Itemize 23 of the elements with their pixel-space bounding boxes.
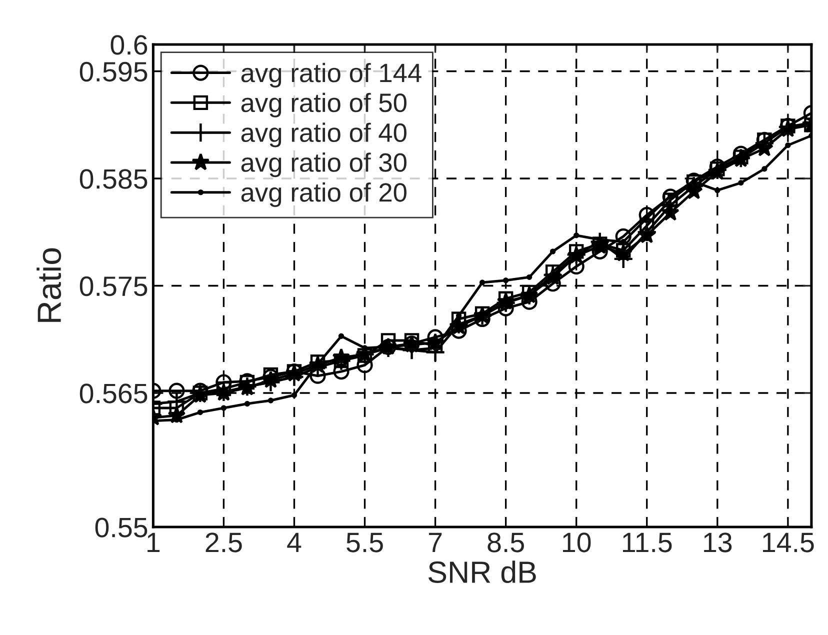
legend-label: avg ratio of 20 xyxy=(241,182,406,208)
x-tick-label: 5.5 xyxy=(346,532,383,552)
y-tick-label: 0.595 xyxy=(80,62,148,82)
x-tick-label: 8.5 xyxy=(488,532,524,552)
x-tick-label: 10 xyxy=(563,532,591,552)
y-tick-label: 0.585 xyxy=(80,169,148,189)
x-axis-title: SNR dB xyxy=(428,560,536,584)
x-tick-label: 14.5 xyxy=(763,532,814,552)
y-tick-label: 0.565 xyxy=(80,384,148,404)
y-tick-label: 0.6 xyxy=(110,35,148,55)
x-tick-label: 1 xyxy=(148,532,160,552)
x-tick-label: 11.5 xyxy=(622,532,672,552)
x-tick-label: 4 xyxy=(287,532,302,552)
legend-label: avg ratio of 40 xyxy=(241,122,406,148)
y-tick-label: 0.575 xyxy=(80,276,148,296)
x-tick-label: 7 xyxy=(428,532,442,552)
y-axis-title: Ratio xyxy=(36,248,62,322)
legend-label: avg ratio of 50 xyxy=(241,92,406,118)
legend-label: avg ratio of 30 xyxy=(241,152,406,178)
y-tick-label: 0.55 xyxy=(95,518,148,538)
x-tick-label: 13 xyxy=(704,532,732,552)
x-tick-label: 2.5 xyxy=(206,532,242,552)
legend-label: avg ratio of 144 xyxy=(241,62,422,88)
